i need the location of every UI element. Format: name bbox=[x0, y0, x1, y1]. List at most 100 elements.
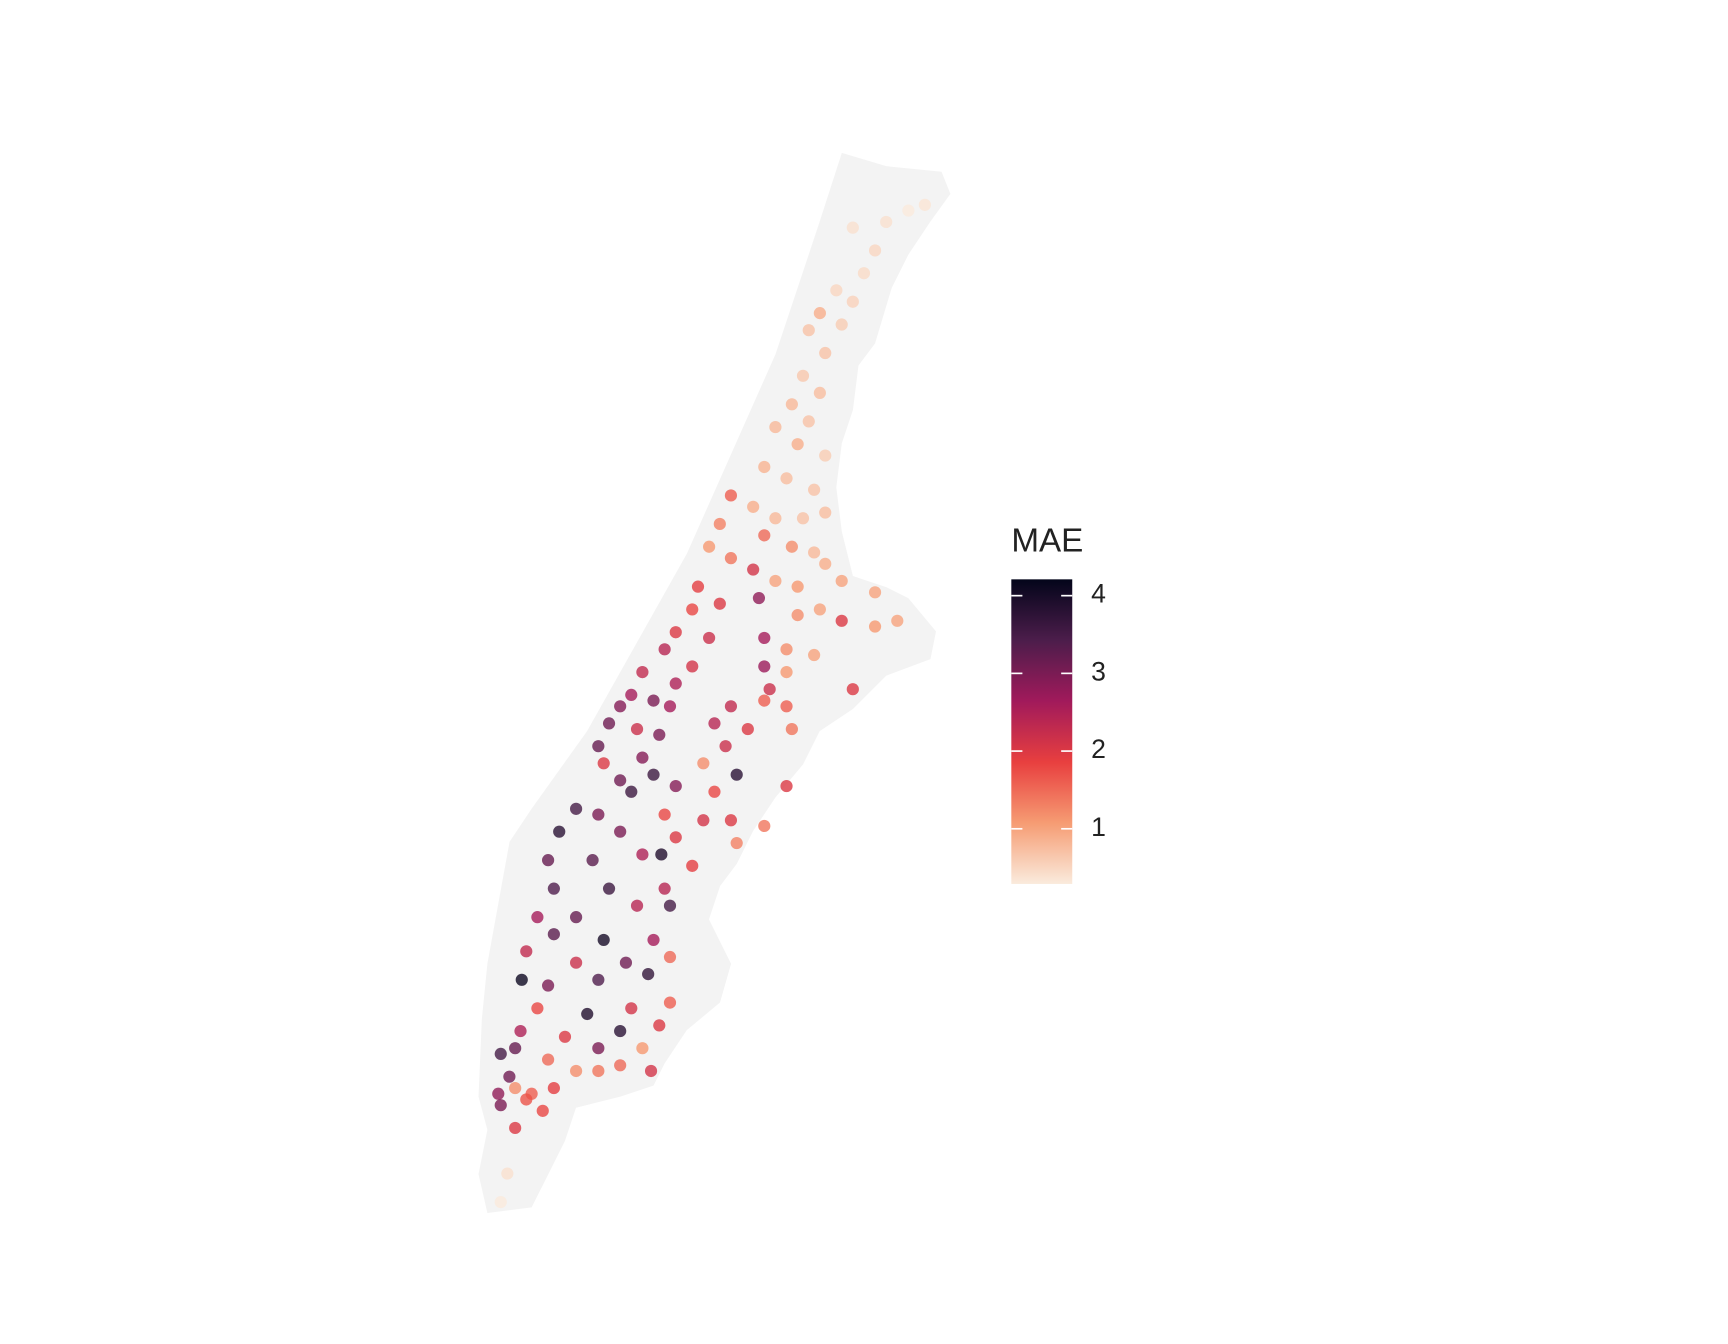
station-point bbox=[597, 933, 610, 947]
station-point bbox=[669, 677, 682, 690]
island bbox=[478, 152, 951, 1213]
station-point bbox=[868, 620, 882, 633]
station-point bbox=[758, 529, 771, 542]
station-point bbox=[785, 540, 798, 553]
station-point bbox=[592, 1042, 605, 1055]
station-point bbox=[570, 1064, 583, 1078]
station-point bbox=[697, 814, 710, 827]
station-point bbox=[724, 552, 738, 565]
station-point bbox=[830, 284, 843, 297]
station-point bbox=[514, 1025, 527, 1038]
station-point bbox=[780, 700, 793, 713]
station-point bbox=[492, 1087, 505, 1100]
station-point bbox=[819, 346, 832, 360]
station-point bbox=[835, 318, 848, 331]
colorbar-tick-label: 4 bbox=[1091, 579, 1106, 609]
station-point bbox=[918, 198, 931, 211]
station-point bbox=[509, 1042, 522, 1055]
station-point bbox=[846, 295, 859, 308]
station-point bbox=[602, 717, 616, 730]
station-point bbox=[813, 307, 826, 320]
station-point bbox=[791, 609, 804, 622]
station-point bbox=[642, 968, 655, 981]
station-point bbox=[769, 512, 782, 525]
station-point bbox=[658, 882, 671, 895]
station-point bbox=[819, 506, 832, 519]
station-point bbox=[625, 688, 638, 701]
station-point bbox=[625, 785, 638, 798]
station-point bbox=[509, 1121, 522, 1135]
station-point bbox=[747, 563, 760, 576]
station-point bbox=[655, 848, 668, 861]
station-point bbox=[570, 911, 583, 924]
station-point bbox=[708, 717, 721, 730]
station-point bbox=[547, 928, 560, 941]
station-point bbox=[630, 899, 644, 912]
station-point bbox=[531, 911, 544, 924]
station-point bbox=[730, 836, 743, 850]
station-point bbox=[636, 848, 649, 861]
station-point bbox=[647, 694, 660, 707]
station-point bbox=[542, 854, 555, 867]
station-point bbox=[819, 449, 832, 462]
station-point bbox=[658, 643, 671, 656]
station-point bbox=[758, 660, 771, 673]
station-point bbox=[614, 1059, 627, 1072]
station-point bbox=[846, 221, 859, 234]
station-point bbox=[796, 369, 810, 382]
station-point bbox=[619, 956, 633, 969]
station-point bbox=[663, 899, 677, 912]
station-point bbox=[625, 1002, 638, 1015]
legend-title: MAE bbox=[1011, 523, 1083, 560]
station-point bbox=[653, 728, 666, 741]
station-point bbox=[785, 722, 798, 736]
station-point bbox=[758, 819, 771, 833]
station-point bbox=[669, 779, 682, 793]
station-point bbox=[520, 945, 533, 958]
station-point bbox=[730, 768, 743, 781]
station-point bbox=[581, 1007, 594, 1021]
station-point bbox=[724, 814, 738, 827]
station-point bbox=[791, 580, 804, 593]
station-point bbox=[614, 774, 627, 787]
station-point bbox=[647, 933, 660, 947]
station-point bbox=[835, 614, 848, 627]
station-point bbox=[658, 808, 671, 821]
station-point bbox=[586, 854, 599, 867]
station-point bbox=[802, 324, 815, 337]
station-point bbox=[846, 683, 859, 696]
station-point bbox=[663, 950, 677, 964]
station-point bbox=[796, 512, 810, 525]
station-point bbox=[769, 574, 782, 588]
station-point bbox=[713, 597, 726, 610]
station-point bbox=[515, 973, 528, 986]
station-point bbox=[891, 614, 904, 627]
station-point bbox=[758, 631, 771, 645]
station-point bbox=[785, 398, 798, 411]
station-point bbox=[592, 808, 605, 821]
station-point bbox=[802, 415, 815, 428]
station-point bbox=[713, 517, 726, 531]
station-point bbox=[780, 472, 793, 485]
station-point bbox=[808, 546, 821, 559]
station-point bbox=[592, 973, 605, 986]
colorbar-tick-label: 3 bbox=[1091, 656, 1106, 686]
station-point bbox=[614, 825, 627, 838]
station-point bbox=[630, 722, 644, 736]
station-point bbox=[857, 267, 871, 280]
station-point bbox=[747, 500, 760, 513]
station-point bbox=[636, 666, 649, 679]
station-point bbox=[597, 757, 610, 770]
station-point bbox=[868, 586, 882, 599]
station-point bbox=[503, 1070, 516, 1083]
station-point bbox=[703, 631, 716, 645]
station-point bbox=[647, 768, 660, 781]
station-point bbox=[780, 666, 793, 679]
station-point bbox=[791, 438, 804, 451]
station-point bbox=[494, 1195, 507, 1209]
station-point bbox=[808, 483, 821, 496]
station-point bbox=[719, 740, 732, 753]
station-point bbox=[520, 1093, 533, 1106]
station-point bbox=[663, 700, 677, 713]
